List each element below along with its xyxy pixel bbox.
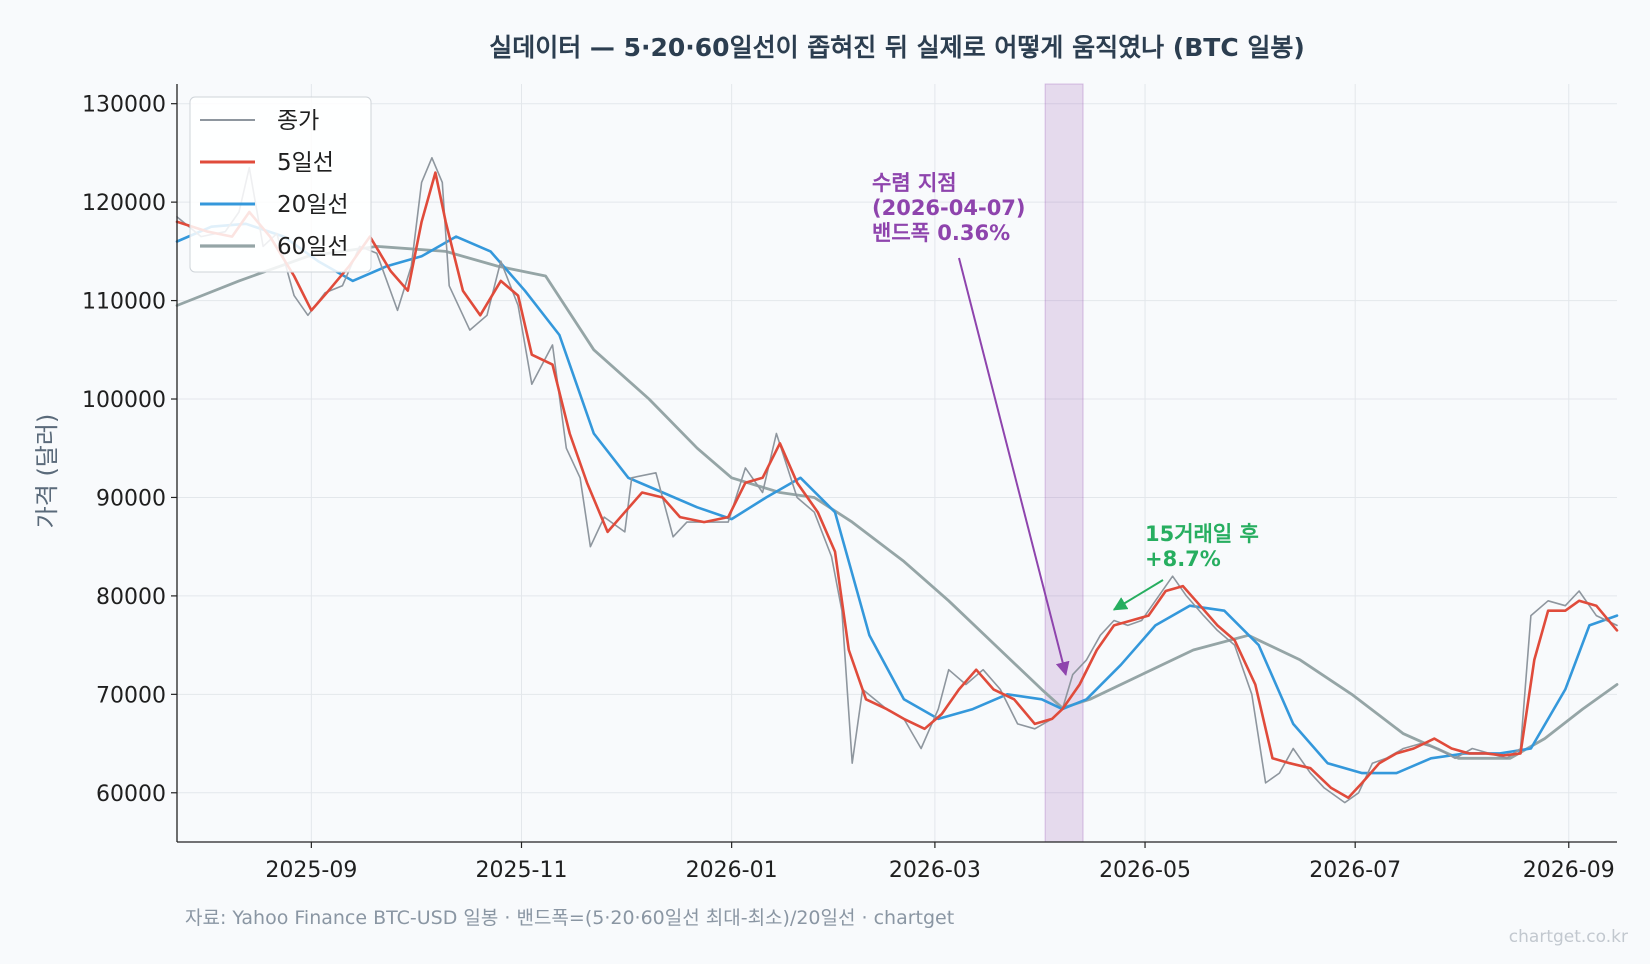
- legend-label-2: 20일선: [277, 192, 349, 218]
- ticks-layer: 60000 70000 80000 90000 100000 110000 120000 13…: [82, 93, 1615, 883]
- annotation-converge-arrow: [958, 257, 1070, 677]
- x-tick-label: 2026-07: [1309, 858, 1401, 883]
- legend: 종가 5일선 20일선 60일선: [189, 96, 372, 273]
- x-tick-label: 2026-05: [1099, 858, 1191, 883]
- y-tick-label: 130000: [82, 93, 166, 118]
- y-tick-label: 90000: [96, 486, 166, 511]
- annotation-after-text: +8.7%: [1145, 547, 1221, 571]
- watermark: chartget.co.kr: [1509, 927, 1628, 947]
- convergence-highlight-band: [1044, 83, 1084, 843]
- series-line-3: [175, 244, 1619, 760]
- annotation-after-text: 15거래일 후: [1145, 522, 1259, 546]
- series-line-0: [176, 157, 1618, 804]
- legend-label-1: 5일선: [277, 150, 334, 176]
- series-line-1: [175, 171, 1619, 800]
- x-tick-label: 2026-09: [1523, 858, 1615, 883]
- source-note: 자료: Yahoo Finance BTC-USD 일봉 · 밴드폭=(5·20…: [185, 907, 954, 929]
- legend-label-3: 60일선: [277, 234, 349, 260]
- y-tick-label: 100000: [82, 388, 166, 413]
- legend-label-0: 종가: [277, 108, 319, 134]
- annotation-converge-text: 수렴 지점: [872, 171, 957, 195]
- x-tick-label: 2026-03: [889, 858, 981, 883]
- y-tick-label: 80000: [96, 585, 166, 610]
- annotation-converge-text: 밴드폭 0.36%: [872, 221, 1010, 245]
- x-tick-label: 2026-01: [686, 858, 778, 883]
- y-axis-label: 가격 (달러): [33, 414, 61, 529]
- legend-box: [189, 96, 372, 273]
- x-tick-label: 2025-09: [265, 858, 357, 883]
- chart-title: 실데이터 — 5·20·60일선이 좁혀진 뒤 실제로 어떻게 움직였나 (BT…: [489, 33, 1305, 62]
- annotation-layer: 수렴 지점(2026-04-07)밴드폭 0.36% 15거래일 후+8.7%: [872, 171, 1259, 677]
- series-line-2: [175, 222, 1619, 775]
- x-tick-label: 2025-11: [476, 858, 568, 883]
- y-tick-label: 120000: [82, 191, 166, 216]
- annotation-after-arrow: [1112, 579, 1164, 611]
- series-layer: [175, 157, 1619, 804]
- annotation-converge-text: (2026-04-07): [872, 196, 1026, 220]
- y-tick-label: 60000: [96, 782, 166, 807]
- y-tick-label: 110000: [82, 290, 166, 315]
- grid-layer: [177, 84, 1617, 842]
- y-tick-label: 70000: [96, 683, 166, 708]
